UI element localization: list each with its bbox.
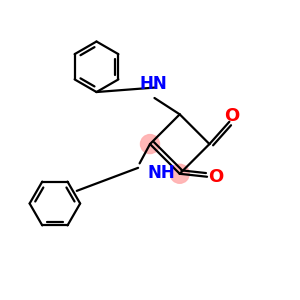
- Circle shape: [140, 134, 160, 154]
- Text: NH: NH: [148, 164, 176, 182]
- Text: O: O: [208, 168, 223, 186]
- Circle shape: [170, 164, 189, 183]
- Text: HN: HN: [139, 75, 167, 93]
- Text: O: O: [224, 107, 239, 125]
